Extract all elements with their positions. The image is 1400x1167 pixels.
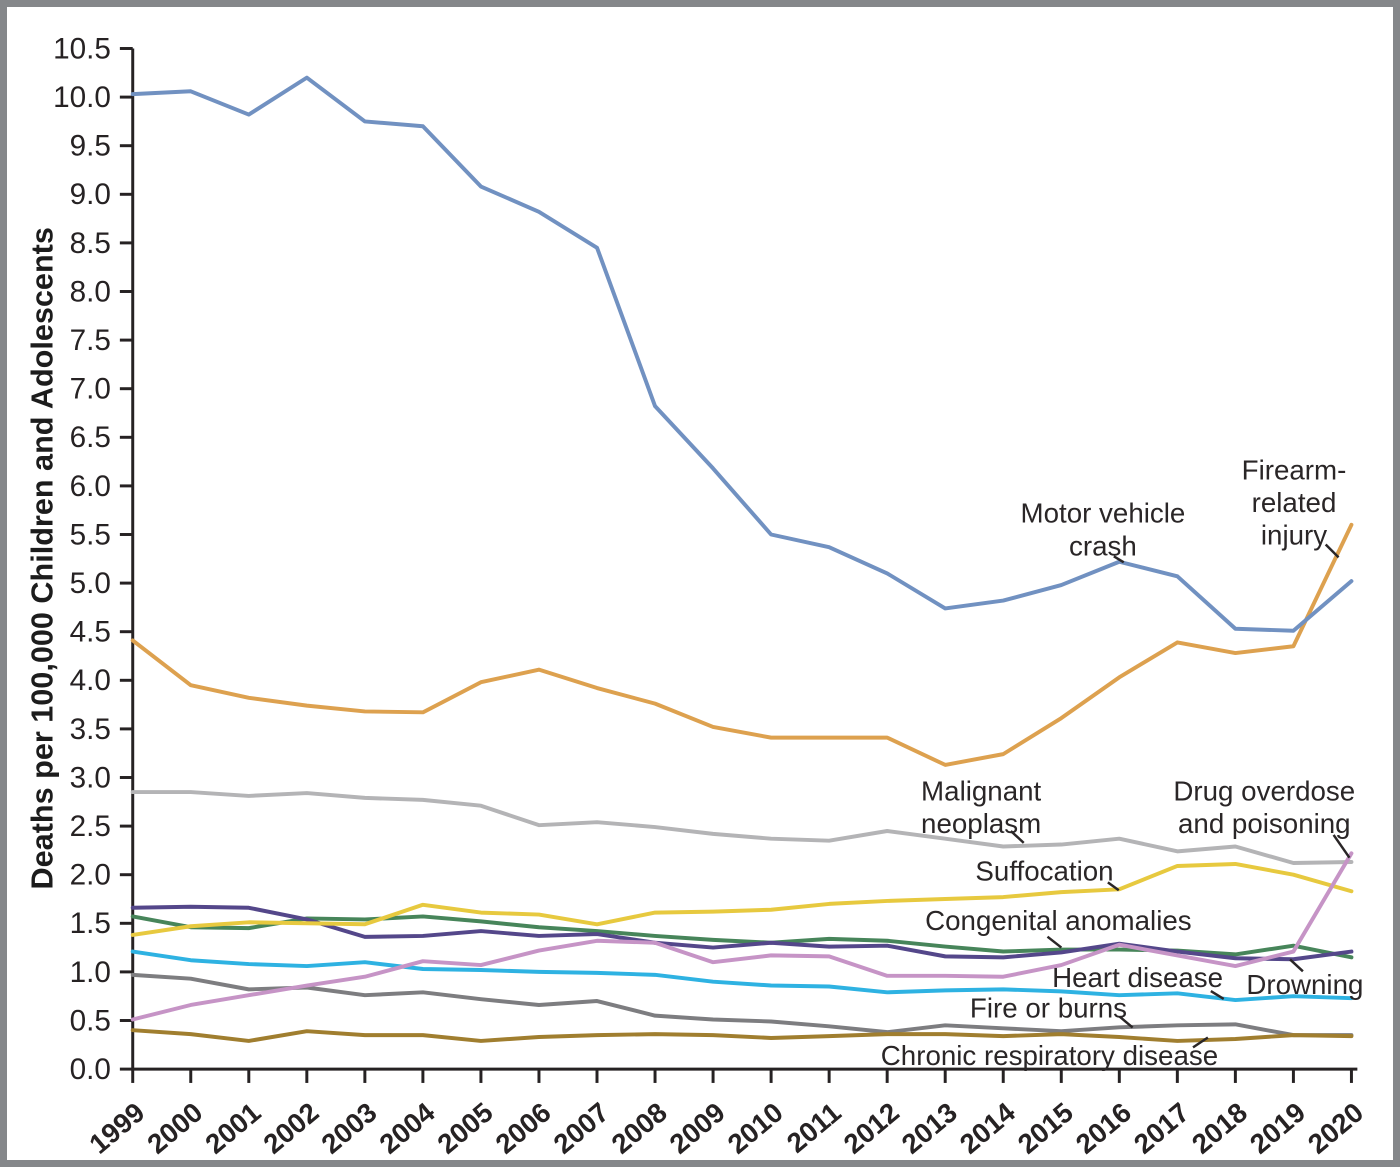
x-tick-label: 2011 — [781, 1096, 847, 1158]
x-tick-label: 2018 — [1186, 1096, 1253, 1159]
annotation-pointer-suffocation — [1107, 881, 1120, 892]
series-line-drug-overdose-and-poisoning — [130, 851, 1354, 1022]
annotation-pointer-heart-disease — [1210, 989, 1225, 1001]
x-tick-label: 2019 — [1244, 1096, 1311, 1159]
x-tick-label: 2013 — [896, 1096, 963, 1159]
y-tick-label: 0.5 — [70, 1004, 111, 1037]
y-tick-label: 2.0 — [70, 859, 111, 892]
annotation-pointer-firearm-related-injury — [1324, 543, 1340, 559]
x-tick-label: 2003 — [315, 1096, 382, 1159]
y-tick-label: 5.0 — [70, 567, 111, 600]
x-tick-label: 2006 — [489, 1096, 556, 1159]
annotation-pointer-congenital-anomalies — [1046, 935, 1063, 949]
y-tick-label: 6.5 — [70, 421, 111, 454]
annotation-label-congenital-anomalies: Congenital anomalies — [925, 905, 1192, 936]
x-tick-label: 2001 — [199, 1096, 266, 1159]
x-tick-label: 2010 — [722, 1096, 789, 1159]
y-tick-label: 3.5 — [70, 713, 111, 746]
series-line-malignant-neoplasm — [130, 790, 1354, 865]
y-tick-label: 8.0 — [70, 275, 111, 308]
x-tick-label: 2012 — [838, 1096, 905, 1159]
series-line-fire-or-burns — [130, 972, 1354, 1038]
x-tick-label: 2008 — [606, 1096, 673, 1159]
y-tick-label: 1.5 — [70, 907, 111, 940]
annotation-pointer-malignant-neoplasm — [1010, 830, 1025, 844]
annotation-label-fire-or-burns: Fire or burns — [970, 993, 1127, 1024]
x-tick-label: 2020 — [1302, 1096, 1369, 1159]
annotation-label-heart-disease: Heart disease — [1052, 962, 1223, 993]
line-chart: Deaths per 100,000 Children and Adolesce… — [26, 32, 1370, 1159]
annotation-label-suffocation: Suffocation — [975, 855, 1113, 886]
x-tick-label: 2004 — [373, 1096, 441, 1160]
y-tick-label: 3.0 — [70, 761, 111, 794]
annotation-pointer-motor-vehicle-crash — [1113, 555, 1125, 564]
x-tick-label: 2014 — [954, 1096, 1022, 1160]
y-tick-label: 4.0 — [70, 664, 111, 697]
y-tick-label: 10.5 — [53, 32, 111, 65]
y-tick-label: 7.5 — [70, 324, 111, 357]
annotation-pointer-fire-or-burns — [1118, 1015, 1134, 1029]
x-tick-label: 2007 — [548, 1096, 615, 1159]
y-tick-label: 8.5 — [70, 227, 111, 260]
annotation-pointer-chronic-respiratory-disease — [1192, 1036, 1209, 1049]
annotation-pointer-drug-overdose-and-poisoning — [1332, 834, 1351, 859]
x-tick-label: 2015 — [1012, 1096, 1079, 1159]
x-tick-label: 2000 — [141, 1096, 208, 1159]
y-tick-label: 0.0 — [70, 1053, 111, 1086]
annotation-label-drug-overdose-and-poisoning: Drug overdose and poisoning — [1173, 775, 1355, 839]
series-line-chronic-respiratory-disease — [130, 1028, 1354, 1043]
x-tick-label: 2009 — [664, 1096, 731, 1159]
y-tick-label: 2.5 — [70, 810, 111, 843]
x-tick-label: 2017 — [1128, 1096, 1195, 1159]
y-tick-label: 1.0 — [70, 956, 111, 989]
annotation-pointer-drowning — [1289, 958, 1304, 973]
y-tick-label: 4.5 — [70, 616, 111, 649]
x-tick-label: 2002 — [257, 1096, 324, 1159]
y-tick-label: 6.0 — [70, 470, 111, 503]
plot-area: 0.0 0.5 1.0 1.5 2.0 2.5 3.0 3.5 4.0 4.5 5.0 5.5 6.0 6… — [53, 32, 1369, 1159]
y-tick-label: 10.0 — [53, 81, 111, 114]
y-tick-label: 9.5 — [70, 130, 111, 163]
annotation-label-firearm-related-injury: Firearm-related injury — [1242, 454, 1347, 550]
x-tick-label: 1999 — [83, 1096, 150, 1159]
y-tick-label: 9.0 — [70, 178, 111, 211]
series-line-heart-disease — [130, 949, 1354, 1003]
y-axis-title: Deaths per 100,000 Children and Adolesce… — [26, 227, 60, 889]
series-line-firearm-related-injury — [130, 522, 1354, 767]
series-line-drowning — [130, 904, 1354, 962]
x-tick-label: 2005 — [431, 1096, 498, 1159]
y-tick-label: 7.0 — [70, 373, 111, 406]
annotation-label-chronic-respiratory-disease: Chronic respiratory disease — [881, 1040, 1218, 1071]
annotation-label-malignant-neoplasm: Malignant neoplasm — [921, 775, 1041, 839]
series-line-motor-vehicle-crash — [130, 75, 1354, 633]
annotation-label-drowning: Drowning — [1246, 969, 1363, 1000]
annotation-label-motor-vehicle-crash: Motor vehicle crash — [1021, 498, 1186, 562]
x-tick-label: 2016 — [1070, 1096, 1137, 1159]
series-line-suffocation — [130, 862, 1354, 937]
y-tick-label: 5.5 — [70, 518, 111, 551]
